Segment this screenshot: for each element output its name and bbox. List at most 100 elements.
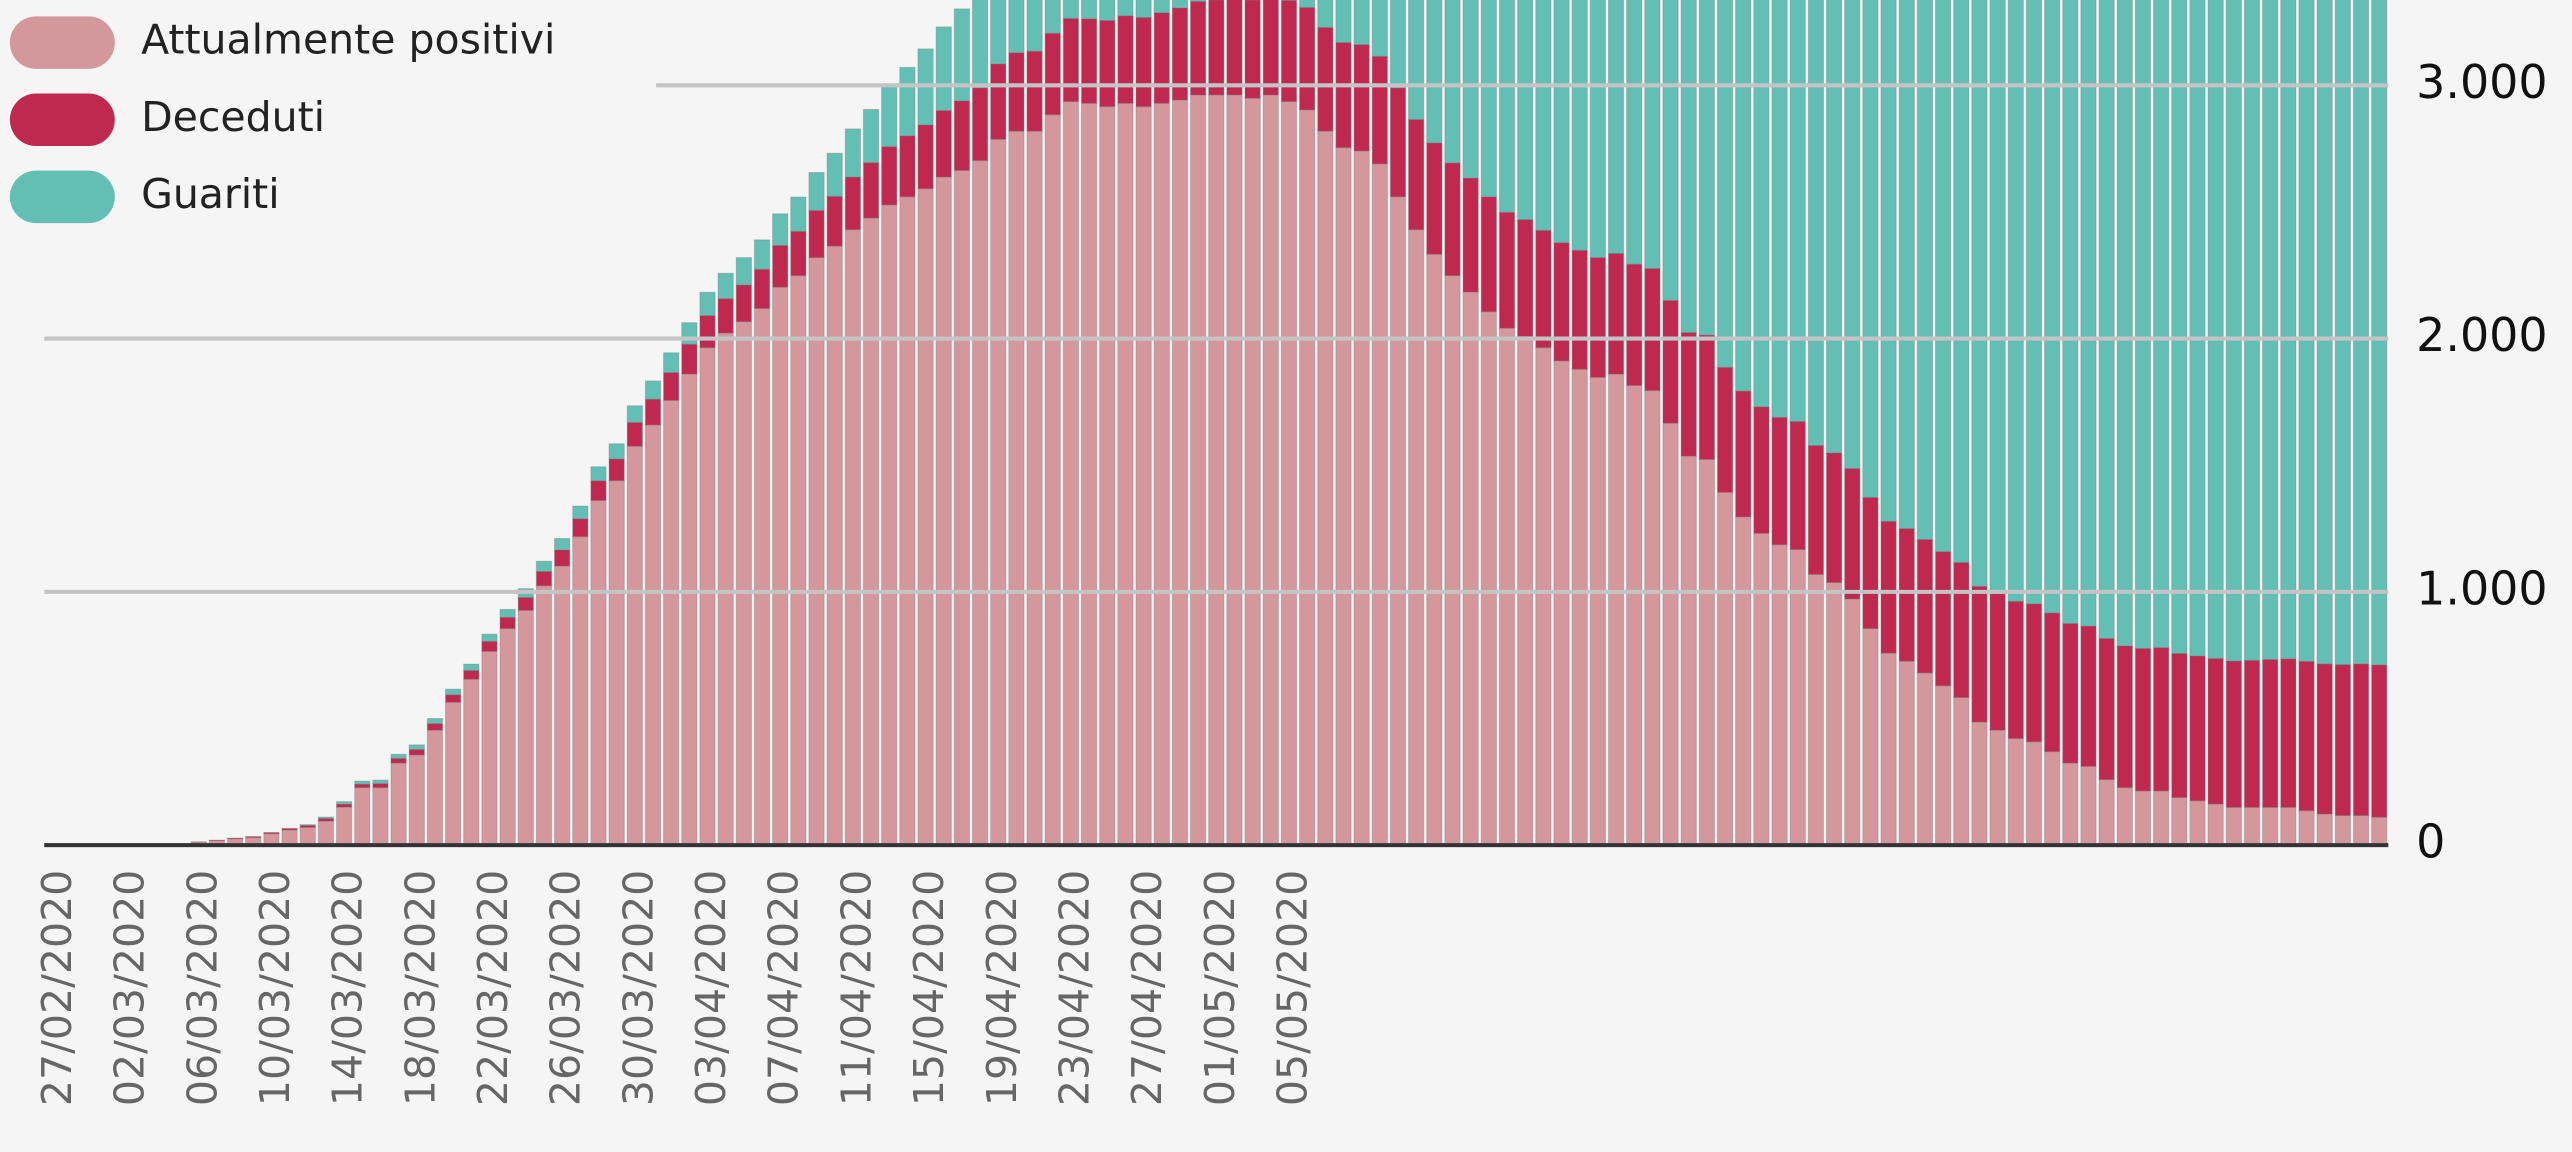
- bar-segment: [445, 688, 462, 696]
- bar-segment: [790, 275, 807, 846]
- bar-segment: [699, 315, 716, 349]
- bar-segment: [335, 806, 353, 846]
- bar-segment: [735, 284, 752, 323]
- bar-segment: [299, 826, 316, 846]
- bar-segment: [1208, 0, 1225, 96]
- bar-segment: [772, 244, 789, 288]
- bar-segment: [1698, 334, 1716, 460]
- bar-segment: [2171, 652, 2188, 799]
- bar-segment: [1862, 496, 1879, 630]
- y-tick-label: 1.000: [2416, 561, 2547, 615]
- bar-segment: [554, 549, 571, 567]
- bar-segment: [971, 87, 989, 162]
- bar-segment: [1044, 32, 1061, 116]
- bar-segment: [390, 757, 407, 764]
- bar-segment: [1189, 0, 1207, 2]
- bar-segment: [1716, 366, 1734, 493]
- bar-segment: [1626, 384, 1643, 846]
- bar-segment: [1735, 516, 1752, 846]
- bar-segment: [626, 421, 643, 447]
- bar-segment: [281, 827, 298, 831]
- bar-segment: [2007, 738, 2024, 846]
- bar-segment: [735, 321, 752, 846]
- bar-segment: [1825, 452, 1843, 583]
- bar-segment: [1117, 15, 1134, 104]
- bar-segment: [2134, 647, 2152, 792]
- x-tick-label: 11/04/2020: [832, 870, 880, 1106]
- x-tick-label: 30/03/2020: [614, 870, 662, 1106]
- bar-segment: [1026, 0, 1043, 52]
- bar-segment: [572, 536, 589, 846]
- bar-segment: [808, 209, 825, 259]
- bar-segment: [1135, 106, 1152, 846]
- bar-segment: [2134, 0, 2152, 649]
- bar-segment: [990, 138, 1007, 846]
- bar-segment: [644, 424, 662, 846]
- bar-segment: [1480, 311, 1497, 846]
- bar-segment: [2080, 765, 2097, 846]
- bar-segment: [1535, 347, 1552, 846]
- bar-segment: [899, 66, 916, 137]
- bar-segment: [2207, 657, 2224, 805]
- bar-segment: [1807, 573, 1825, 846]
- bar-segment: [772, 213, 789, 246]
- bar-segment: [1135, 16, 1152, 108]
- bar-segment: [2116, 0, 2133, 647]
- bar-segment: [499, 628, 516, 846]
- bar-segment: [208, 839, 226, 842]
- bar-segment: [2298, 0, 2315, 662]
- bar-segment: [1680, 0, 1697, 334]
- bar-segment: [2007, 0, 2024, 602]
- bar-segment: [1008, 130, 1025, 846]
- bar-segment: [1389, 0, 1407, 89]
- bar-segment: [826, 152, 843, 197]
- bar-segment: [1880, 520, 1897, 654]
- bar-segment: [390, 762, 407, 846]
- bar-segment: [1389, 196, 1407, 846]
- bar-segment: [226, 837, 244, 840]
- bar-segment: [1189, 0, 1207, 96]
- bar-segment: [372, 779, 389, 785]
- bars: [190, 0, 2388, 846]
- bar-segment: [1189, 94, 1207, 846]
- bar-segment: [1953, 696, 1970, 846]
- bar-segment: [1353, 150, 1370, 846]
- x-tick-label: 22/03/2020: [469, 870, 517, 1106]
- bar-segment: [1662, 0, 1679, 301]
- bar-segment: [408, 744, 425, 750]
- bar-segment: [1208, 94, 1225, 846]
- bar-segment: [2352, 815, 2370, 846]
- bar-segment: [608, 480, 625, 846]
- bar-segment: [881, 85, 898, 148]
- bar-segment: [1026, 130, 1043, 846]
- bar-segment: [808, 257, 825, 846]
- x-tick-label: 01/05/2020: [1196, 870, 1244, 1106]
- bar-segment: [1735, 390, 1752, 518]
- bar-segment: [1317, 0, 1334, 28]
- bar-segment: [481, 640, 498, 652]
- bar-segment: [1753, 0, 1770, 408]
- bar-segment: [1626, 263, 1643, 386]
- x-tick-label: 07/04/2020: [760, 870, 808, 1106]
- bar-segment: [1844, 468, 1861, 600]
- bar-segment: [935, 26, 952, 111]
- bar-segment: [226, 838, 244, 846]
- bar-segment: [1462, 177, 1479, 293]
- bar-segment: [1662, 299, 1679, 424]
- bar-segment: [1916, 672, 1934, 846]
- bar-segment: [263, 831, 280, 835]
- bar-segment: [1644, 0, 1661, 269]
- bar-segment: [681, 322, 698, 345]
- bar-segment: [281, 829, 298, 846]
- bar-segment: [1971, 0, 1988, 587]
- bar-segment: [317, 816, 335, 820]
- bar-segment: [1444, 275, 1461, 846]
- bar-segment: [1680, 455, 1697, 846]
- bar-segment: [2371, 0, 2388, 666]
- bar-segment: [499, 616, 516, 630]
- bar-segment: [717, 272, 734, 300]
- bar-segment: [1335, 147, 1352, 846]
- x-tick-label: 27/04/2020: [1123, 870, 1171, 1106]
- bar-segment: [2243, 806, 2261, 846]
- bar-segment: [772, 286, 789, 846]
